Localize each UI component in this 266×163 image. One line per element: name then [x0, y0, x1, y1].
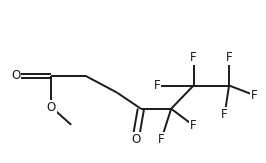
Text: O: O [47, 101, 56, 114]
Text: O: O [11, 69, 20, 82]
Text: O: O [131, 133, 140, 146]
Text: F: F [158, 133, 165, 146]
Text: F: F [226, 51, 232, 64]
Text: F: F [221, 108, 228, 121]
Text: F: F [153, 79, 160, 92]
Text: F: F [190, 119, 197, 132]
Text: F: F [190, 51, 197, 64]
Text: F: F [251, 89, 257, 102]
